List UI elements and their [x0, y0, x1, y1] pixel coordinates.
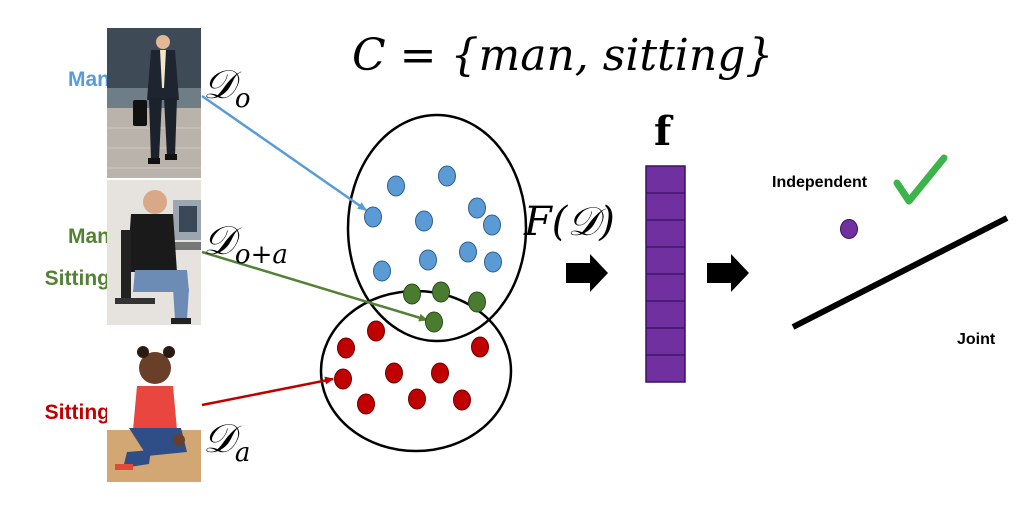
blue-dot: [438, 165, 456, 187]
blue-dot: [459, 241, 477, 263]
label-man-sitting-line1: Man: [68, 225, 110, 248]
block-arrow-to-vector: [566, 254, 608, 292]
red-dot: [334, 368, 352, 390]
photo-sitting-child: [107, 340, 201, 482]
red-dot: [385, 362, 403, 384]
red-dot: [471, 336, 489, 358]
blue-dot: [419, 249, 437, 271]
set-formula: C = {man, sitting}: [352, 30, 774, 81]
red-dot: [453, 389, 471, 411]
joint-label: Joint: [957, 331, 996, 348]
checkmark-icon: [893, 154, 948, 205]
independent-label: Independent: [772, 174, 868, 191]
man-set-ellipse: [346, 113, 528, 343]
photo-man-walking: [107, 28, 201, 178]
blue-dot: [373, 260, 391, 282]
green-dot: [403, 283, 421, 305]
label-man-sitting-line2: Sitting: [44, 267, 110, 290]
dataset-d-o: 𝒟o: [203, 62, 251, 114]
label-sitting: Sitting: [44, 401, 110, 424]
dataset-d-oa: 𝒟o+a: [203, 218, 288, 270]
dataset-d-a: 𝒟a: [203, 416, 251, 468]
feature-vector: [645, 165, 686, 383]
red-dot: [408, 388, 426, 410]
vector-label: f: [654, 108, 672, 155]
photo-man-sitting: [107, 180, 201, 325]
green-dot: [468, 291, 486, 313]
label-man: Man: [68, 68, 110, 91]
green-dot: [425, 311, 443, 333]
joint-line: [791, 215, 1009, 330]
sitting-set-ellipse: [319, 289, 513, 453]
arrow-d-oa: [201, 250, 428, 322]
blue-dot: [468, 197, 486, 219]
independent-point: [840, 219, 858, 239]
arrow-d-o: [201, 94, 367, 212]
function-label: F(𝒟): [524, 199, 615, 245]
blue-dot: [415, 210, 433, 232]
red-dot: [337, 337, 355, 359]
green-dot: [432, 281, 450, 303]
blue-dot: [483, 214, 501, 236]
block-arrow-to-embedding: [707, 254, 749, 292]
blue-dot: [364, 206, 382, 228]
red-dot: [431, 362, 449, 384]
red-dot: [357, 393, 375, 415]
arrow-d-a: [201, 376, 334, 407]
blue-dot: [387, 175, 405, 197]
blue-dot: [484, 251, 502, 273]
red-dot: [367, 320, 385, 342]
